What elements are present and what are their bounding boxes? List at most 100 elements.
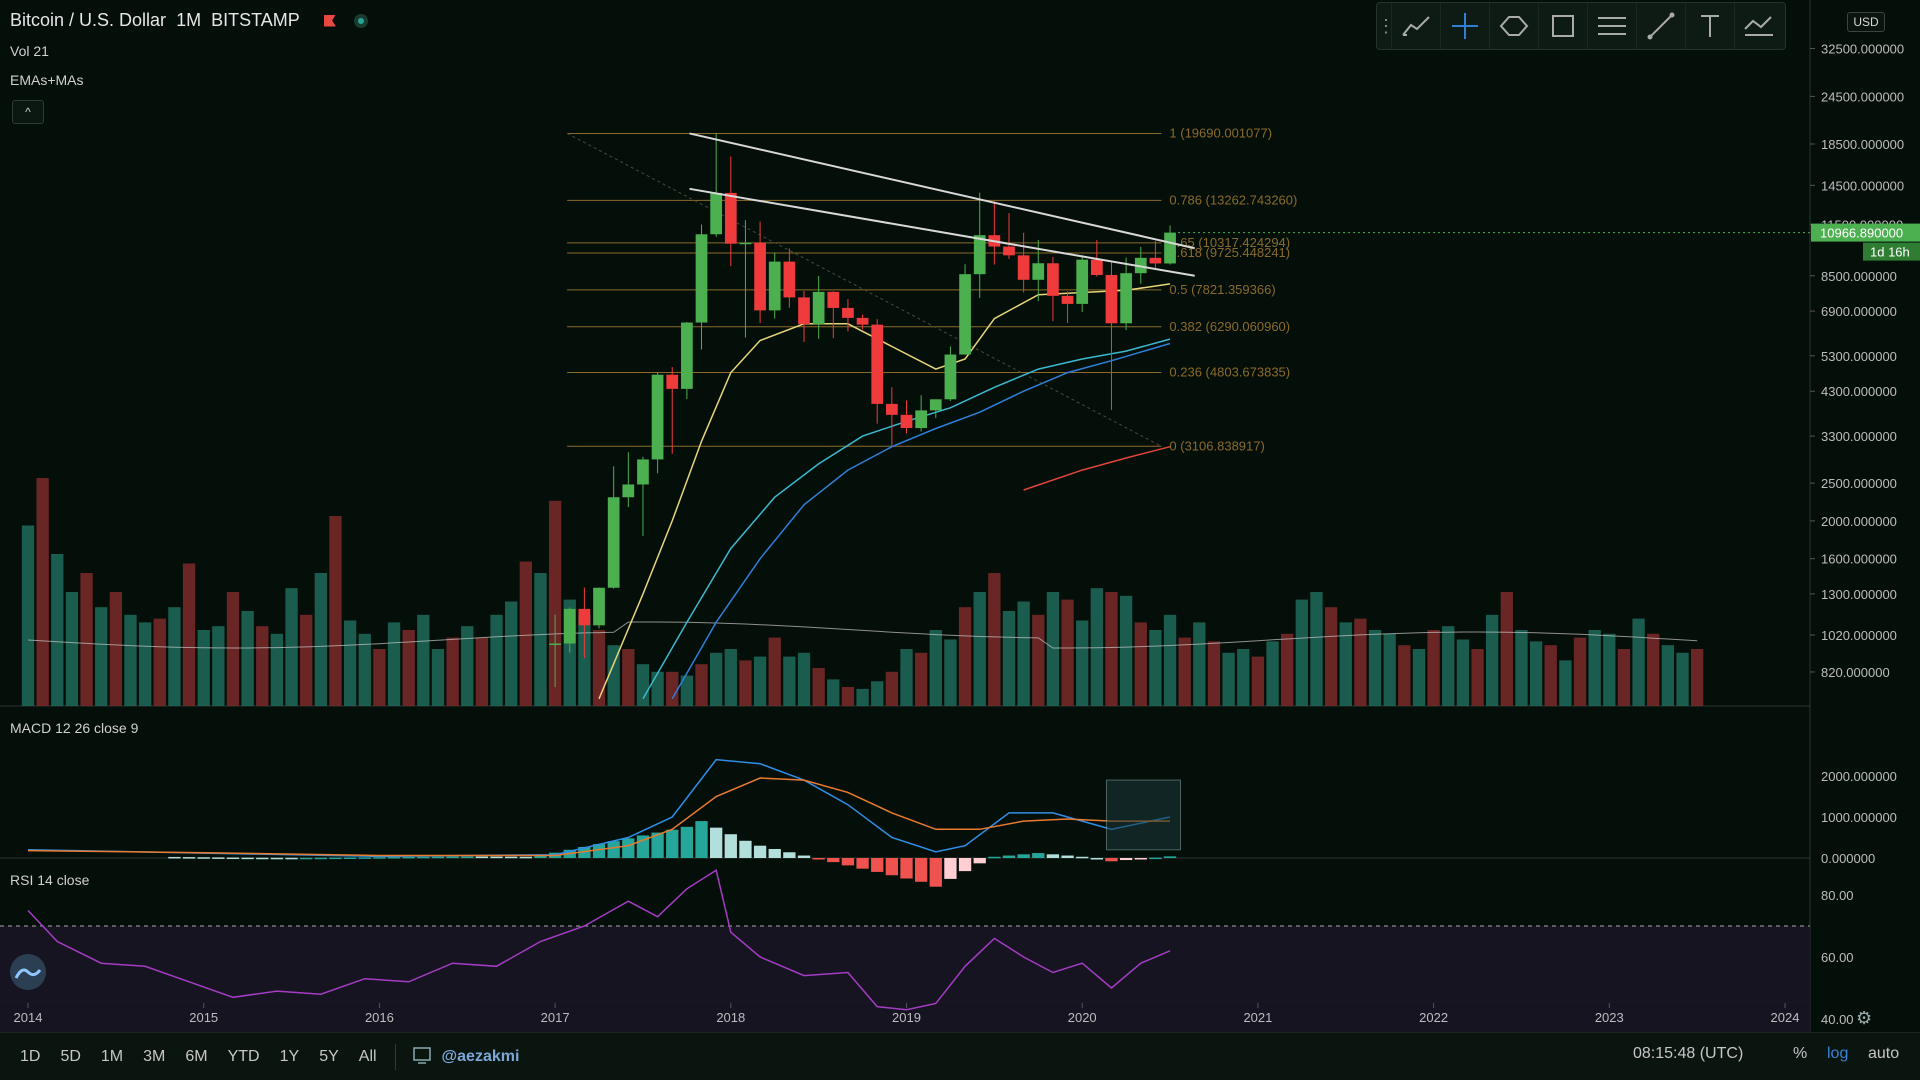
volume-bar: [490, 614, 503, 706]
rectangle-icon[interactable]: [1538, 3, 1587, 49]
currency-badge[interactable]: USD: [1847, 12, 1885, 32]
macd-histogram-bar: [285, 857, 298, 860]
macd-histogram-bar: [1002, 855, 1016, 858]
crosshair-icon[interactable]: [1440, 3, 1489, 49]
volume-legend[interactable]: Vol 21: [10, 43, 49, 59]
volume-bar: [1661, 645, 1675, 706]
fib-level-label: 1 (19690.001077): [1169, 125, 1272, 140]
time-tick-label: 2014: [14, 1010, 43, 1025]
candle-body: [1164, 232, 1176, 264]
macd-histogram-bar: [1046, 854, 1060, 858]
compare-icon[interactable]: [412, 1046, 432, 1069]
volume-bar: [446, 637, 459, 706]
percent-toggle[interactable]: %: [1793, 1045, 1808, 1062]
macd-histogram-bar: [651, 832, 664, 858]
volume-bar: [1486, 614, 1499, 706]
sma-red-line: [1023, 445, 1171, 491]
price-tick-label: 8500.000000: [1821, 269, 1897, 284]
volume-bar: [1647, 633, 1660, 706]
volume-bar: [1134, 622, 1147, 706]
volume-bar: [1324, 607, 1338, 706]
brush-icon[interactable]: [1391, 3, 1440, 49]
drag-handle-icon[interactable]: ⋮: [1377, 16, 1395, 36]
fib-icon[interactable]: [1587, 3, 1636, 49]
macd-histogram-bar: [519, 856, 532, 859]
timeframe-5y[interactable]: 5Y: [319, 1048, 339, 1065]
macd-histogram-bar: [475, 856, 489, 859]
author-handle[interactable]: @aezakmi: [441, 1048, 520, 1065]
volume-bar: [1398, 645, 1411, 706]
volume-bar: [1544, 645, 1557, 706]
settings-gear-icon[interactable]: ⚙: [1856, 1008, 1873, 1028]
fib-level-label: 0 (3106.838917): [1169, 438, 1264, 453]
macd-histogram-bar: [856, 858, 869, 869]
volume-bar: [548, 500, 562, 706]
volume-bar: [300, 614, 313, 706]
log-toggle[interactable]: log: [1827, 1045, 1849, 1062]
candle-body: [710, 192, 723, 235]
volume-bar: [1193, 622, 1206, 706]
fib-level-label: 0.618 (9725.448241): [1169, 245, 1290, 260]
text-icon[interactable]: [1685, 3, 1734, 49]
macd-histogram-bar: [827, 858, 840, 863]
timeframe-3m[interactable]: 3M: [143, 1048, 166, 1065]
fib-level-label: 0.65 (10317.424294): [1169, 235, 1290, 250]
current-price-tag: [1811, 223, 1920, 242]
macd-histogram-bar: [182, 857, 196, 859]
timeframe-ytd[interactable]: YTD: [227, 1048, 260, 1065]
volume-bar: [358, 633, 371, 706]
macd-histogram-bar: [914, 858, 928, 882]
macd-histogram-bar: [622, 838, 635, 858]
volume-bar: [1251, 656, 1265, 706]
candle-body: [1076, 259, 1089, 304]
candle-body: [959, 274, 971, 355]
volume-bar: [51, 554, 64, 706]
volume-bar: [592, 630, 606, 706]
rsi-legend[interactable]: RSI 14 close: [10, 872, 90, 888]
volume-bar: [695, 664, 708, 706]
timeframe-1y[interactable]: 1Y: [279, 1048, 300, 1065]
volume-bar: [65, 592, 79, 706]
volume-bar: [680, 675, 694, 706]
candle-body: [944, 354, 957, 400]
interval-label[interactable]: 1M: [176, 10, 202, 30]
macd-histogram-bar: [973, 858, 986, 864]
volume-bar: [505, 601, 518, 706]
macd-histogram-bar: [300, 857, 313, 860]
macd-histogram-bar: [1163, 856, 1177, 858]
volume-ma-line: [27, 621, 1698, 649]
candle-body: [856, 317, 869, 325]
flag-icon[interactable]: [323, 14, 336, 27]
volume-bar: [1617, 649, 1631, 706]
volume-bar: [1281, 633, 1294, 706]
timeframe-6m[interactable]: 6M: [185, 1048, 208, 1065]
symbol-title: Bitcoin / U.S. Dollar 1M BITSTAMP: [10, 10, 368, 31]
volume-bar: [622, 649, 635, 706]
macd-histogram-bar: [944, 858, 957, 879]
auto-toggle[interactable]: auto: [1868, 1045, 1900, 1062]
pattern-icon[interactable]: [1734, 3, 1783, 49]
volume-bar: [929, 630, 942, 706]
timeframe-5d[interactable]: 5D: [60, 1048, 81, 1065]
collapse-legend-button[interactable]: ^: [12, 100, 44, 124]
line-icon[interactable]: [1636, 3, 1685, 49]
candle-body: [593, 587, 605, 626]
volume-bar: [1119, 595, 1133, 706]
macd-legend[interactable]: MACD 12 26 close 9: [10, 720, 139, 736]
volume-bar: [871, 681, 884, 706]
macd-histogram-bar: [724, 834, 737, 858]
timeframe-1d[interactable]: 1D: [20, 1048, 41, 1065]
macd-histogram-bar: [592, 844, 606, 858]
volume-bar: [168, 607, 181, 706]
timeframe-1m[interactable]: 1M: [100, 1048, 124, 1065]
price-tick-label: 32500.000000: [1821, 42, 1904, 57]
ma-legend[interactable]: EMAs+MAs: [10, 72, 84, 88]
timeframe-all[interactable]: All: [358, 1048, 377, 1065]
candle-body: [915, 410, 927, 429]
rsi-axis-label: 80.00: [1821, 888, 1854, 903]
volume-bar: [1588, 630, 1601, 706]
shape-icon[interactable]: [1489, 3, 1538, 49]
volume-bar: [607, 645, 620, 706]
volume-bar: [1090, 588, 1103, 706]
